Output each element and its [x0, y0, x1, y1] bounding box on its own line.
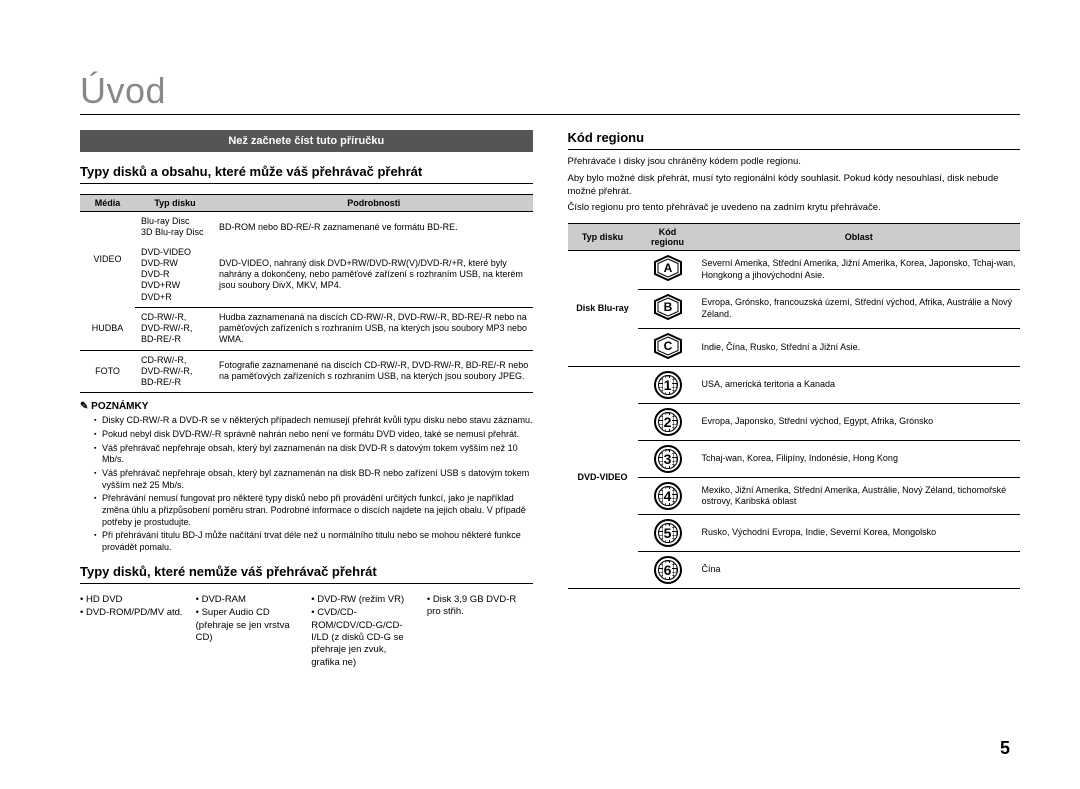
svg-text:C: C	[663, 339, 672, 353]
region-code-icon: 1	[638, 367, 698, 404]
heading-cannot: Typy disků, které nemůže váš přehrávač p…	[80, 564, 533, 584]
cell-area: Čína	[698, 552, 1021, 589]
cell-area: Indie, Čína, Rusko, Střední a Jižní Asie…	[698, 328, 1021, 367]
right-column: Kód regionu Přehrávače i disky jsou chrá…	[568, 130, 1021, 670]
cell-type-dvd: DVD-VIDEO	[568, 367, 638, 589]
notes-list: Disky CD-RW/-R a DVD-R se v některých př…	[80, 415, 533, 554]
cell-area: USA, americká teritoria a Kanada	[698, 367, 1021, 404]
region-code-icon: C	[638, 328, 698, 367]
cell-type-bluray: Disk Blu-ray	[568, 251, 638, 367]
cannot-item: CVD/CD-ROM/CDV/CD-G/CD-I/LD (z disků CD-…	[311, 607, 417, 669]
th-media: Média	[80, 195, 135, 212]
left-column: Než začnete číst tuto příručku Typy disk…	[80, 130, 533, 670]
cannot-item: DVD-RW (režim VR)	[311, 594, 417, 606]
region-code-icon: 4	[638, 478, 698, 515]
svg-text:A: A	[663, 261, 672, 275]
note-item: Pokud nebyl disk DVD-RW/-R správně nahrá…	[94, 429, 533, 441]
th-code: Kód regionu	[638, 224, 698, 251]
region-code-icon: A	[638, 251, 698, 290]
cell-area: Rusko, Východní Evropa, Indie, Severní K…	[698, 515, 1021, 552]
th-type: Typ disku	[568, 224, 638, 251]
cell-detail: DVD-VIDEO, nahraný disk DVD+RW/DVD-RW(V)…	[215, 243, 533, 308]
cell-type: Blu-ray Disc 3D Blu-ray Disc	[135, 212, 215, 243]
cell-media: VIDEO	[80, 212, 135, 308]
cell-area: Evropa, Grónsko, francouzská území, Stře…	[698, 289, 1021, 328]
th-type: Typ disku	[135, 195, 215, 212]
svg-text:B: B	[663, 300, 672, 314]
cell-area: Severní Amerika, Střední Amerika, Jižní …	[698, 251, 1021, 290]
cell-type: CD-RW/-R, DVD-RW/-R, BD-RE/-R	[135, 350, 215, 393]
note-item: Přehrávání nemusí fungovat pro některé t…	[94, 493, 533, 528]
disc-table: Média Typ disku Podrobnosti VIDEO Blu-ra…	[80, 194, 533, 393]
cell-area: Evropa, Japonsko, Střední východ, Egypt,…	[698, 404, 1021, 441]
cannot-item: DVD-RAM	[196, 594, 302, 606]
cannot-grid: HD DVD DVD-ROM/PD/MV atd. DVD-RAM Super …	[80, 594, 533, 670]
cell-area: Mexiko, Jižní Amerika, Střední Amerika, …	[698, 478, 1021, 515]
cell-detail: BD-ROM nebo BD-RE/-R zaznamenané ve form…	[215, 212, 533, 243]
heading-canplay: Typy disků a obsahu, které může váš přeh…	[80, 164, 533, 184]
region-code-icon: 6	[638, 552, 698, 589]
cell-media: HUDBA	[80, 307, 135, 350]
section-banner: Než začnete číst tuto příručku	[80, 130, 533, 152]
region-code-icon: B	[638, 289, 698, 328]
th-detail: Podrobnosti	[215, 195, 533, 212]
region-intro: Aby bylo možné disk přehrát, musí tyto r…	[568, 173, 1021, 199]
region-code-icon: 2	[638, 404, 698, 441]
cell-type: CD-RW/-R, DVD-RW/-R, BD-RE/-R	[135, 307, 215, 350]
region-code-icon: 5	[638, 515, 698, 552]
cell-area: Tchaj-wan, Korea, Filipíny, Indonésie, H…	[698, 441, 1021, 478]
th-area: Oblast	[698, 224, 1021, 251]
notes-label: POZNÁMKY	[80, 401, 533, 412]
cell-type: DVD-VIDEO DVD-RW DVD-R DVD+RW DVD+R	[135, 243, 215, 308]
note-item: Disky CD-RW/-R a DVD-R se v některých př…	[94, 415, 533, 427]
cannot-item: DVD-ROM/PD/MV atd.	[80, 607, 186, 619]
cannot-item: Disk 3,9 GB DVD-R pro střih.	[427, 594, 533, 619]
region-intro: Přehrávače i disky jsou chráněny kódem p…	[568, 156, 1021, 169]
page-title: Úvod	[80, 70, 1020, 115]
cell-media: FOTO	[80, 350, 135, 393]
cannot-item: Super Audio CD (přehraje se jen vrstva C…	[196, 607, 302, 644]
region-intro: Číslo regionu pro tento přehrávač je uve…	[568, 202, 1021, 215]
cannot-item: HD DVD	[80, 594, 186, 606]
region-code-icon: 3	[638, 441, 698, 478]
note-item: Váš přehrávač nepřehraje obsah, který by…	[94, 468, 533, 491]
region-table: Typ disku Kód regionu Oblast Disk Blu-ra…	[568, 223, 1021, 589]
page-number: 5	[1000, 738, 1010, 759]
note-item: Při přehrávání titulu BD-J může načítání…	[94, 530, 533, 553]
cell-detail: Hudba zaznamenaná na discích CD-RW/-R, D…	[215, 307, 533, 350]
heading-region: Kód regionu	[568, 130, 1021, 150]
cell-detail: Fotografie zaznamenané na discích CD-RW/…	[215, 350, 533, 393]
note-item: Váš přehrávač nepřehraje obsah, který by…	[94, 443, 533, 466]
